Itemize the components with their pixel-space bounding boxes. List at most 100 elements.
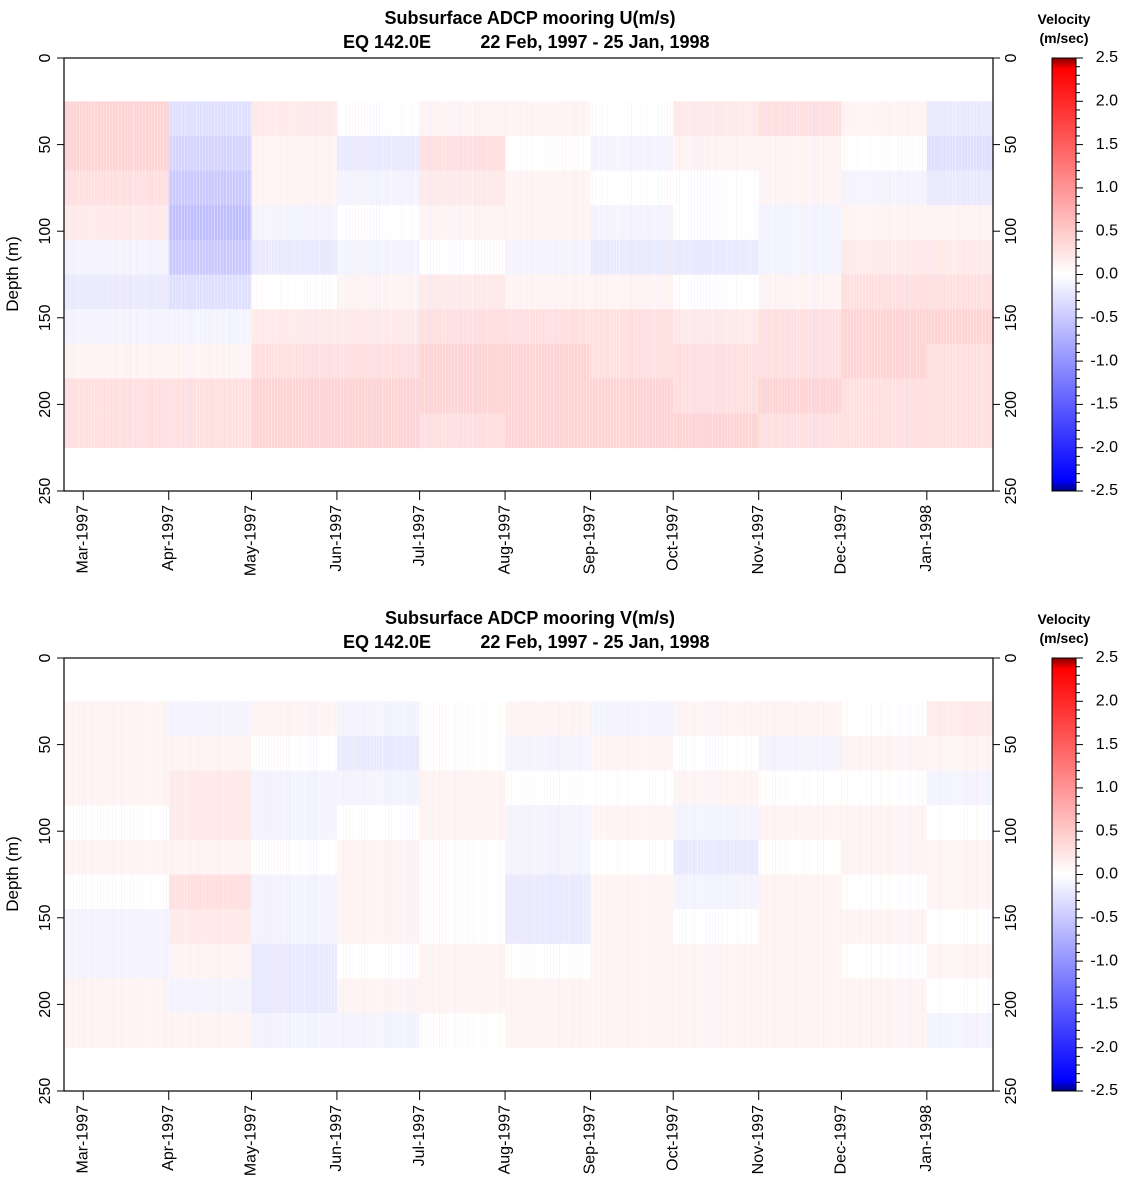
heatmap-cell [758,378,845,414]
chart-title: Subsurface ADCP mooring U(m/s) [384,8,675,28]
heatmap-cell [336,770,423,806]
heatmap-cell [336,805,423,841]
colorbar-tick-label: 1.5 [1096,736,1118,753]
colorbar-ticks: 2.5 2.0 1.5 1.0 0.5 0.0 -0.5 -1.0 -1.5 -2.0 -2.5 [1076,649,1118,1099]
colorbar-title-2: (m/sec) [1039,630,1088,646]
heatmap-cell [590,378,677,414]
heatmap-cell [505,274,592,310]
heatmap-cell [505,170,592,206]
colorbar-title-1: Velocity [1038,611,1091,627]
texture-streak [859,701,860,1048]
texture-streak [331,101,332,448]
chart-subtitle-location: EQ 142.0E [343,32,431,52]
texture-streak [982,101,983,448]
texture-streak [865,101,866,448]
texture-streak [628,101,629,448]
texture-streak [985,701,986,1048]
texture-streak [328,101,329,448]
heatmap-cell [64,343,170,379]
texture-streak [247,701,248,1048]
texture-streak [742,101,743,448]
heatmap-cell [841,378,928,414]
texture-streak [571,701,572,1048]
texture-streak [643,701,644,1048]
texture-streak [520,701,521,1048]
heatmap-cell [64,943,170,979]
texture-streak [121,101,122,448]
texture-streak [277,701,278,1048]
texture-streak [517,101,518,448]
texture-streak [136,101,137,448]
texture-streak [682,701,683,1048]
texture-streak [298,101,299,448]
texture-streak [337,701,338,1048]
texture-streak [694,101,695,448]
texture-streak [133,101,134,448]
texture-streak [91,701,92,1048]
texture-streak [355,701,356,1048]
texture-streak [91,101,92,448]
colorbar-tick-label: -0.5 [1090,309,1118,326]
texture-streak [901,701,902,1048]
texture-streak [658,101,659,448]
texture-streak [610,101,611,448]
texture-streak [328,701,329,1048]
texture-streak [799,101,800,448]
heatmap-cell [251,378,338,414]
y-tick-label-right: 200 [1003,391,1020,418]
texture-streak [607,701,608,1048]
texture-streak [400,701,401,1048]
texture-streak [214,101,215,448]
texture-streak [730,701,731,1048]
texture-streak [625,101,626,448]
texture-streak [697,101,698,448]
texture-streak [211,101,212,448]
texture-streak [736,701,737,1048]
texture-streak [886,701,887,1048]
heatmap-cells [64,101,994,449]
texture-streak [304,101,305,448]
texture-streak [385,101,386,448]
texture-streak [838,101,839,448]
x-tick-label: Aug-1997 [496,505,513,574]
heatmap-cell [673,378,760,414]
texture-streak [979,101,980,448]
texture-streak [376,701,377,1048]
heatmap-cell [251,170,338,206]
texture-streak [490,701,491,1048]
texture-streak [217,101,218,448]
heatmap-cell [505,413,592,449]
texture-streak [583,701,584,1048]
texture-streak [460,701,461,1048]
heatmap-cell [590,343,677,379]
texture-streak [142,101,143,448]
texture-streak [580,101,581,448]
texture-streak [688,101,689,448]
texture-streak [814,701,815,1048]
texture-streak [907,701,908,1048]
texture-streak [949,101,950,448]
x-tick-label: Apr-1997 [160,505,177,571]
texture-streak [139,701,140,1048]
texture-streak [403,701,404,1048]
x-axis: Mar-1997 Apr-1997 May-1997 Jun-1997 Jul-1997… [75,491,935,576]
heatmap-cell [419,701,506,737]
heatmap-cell [419,378,506,414]
y-tick-label-left: 200 [37,991,54,1018]
heatmap-cell [505,205,592,241]
texture-streak [349,101,350,448]
chart-subtitle-dates: 22 Feb, 1997 - 25 Jan, 1998 [480,632,709,652]
texture-streak [967,101,968,448]
texture-streak [811,701,812,1048]
texture-streak [532,701,533,1048]
texture-streak [772,701,773,1048]
texture-streak [445,701,446,1048]
heatmap-cell [758,978,845,1014]
texture-streak [166,101,167,448]
texture-streak [802,701,803,1048]
texture-streak [238,701,239,1048]
texture-streak [172,701,173,1048]
texture-streak [553,101,554,448]
texture-streak [634,701,635,1048]
texture-streak [958,701,959,1048]
